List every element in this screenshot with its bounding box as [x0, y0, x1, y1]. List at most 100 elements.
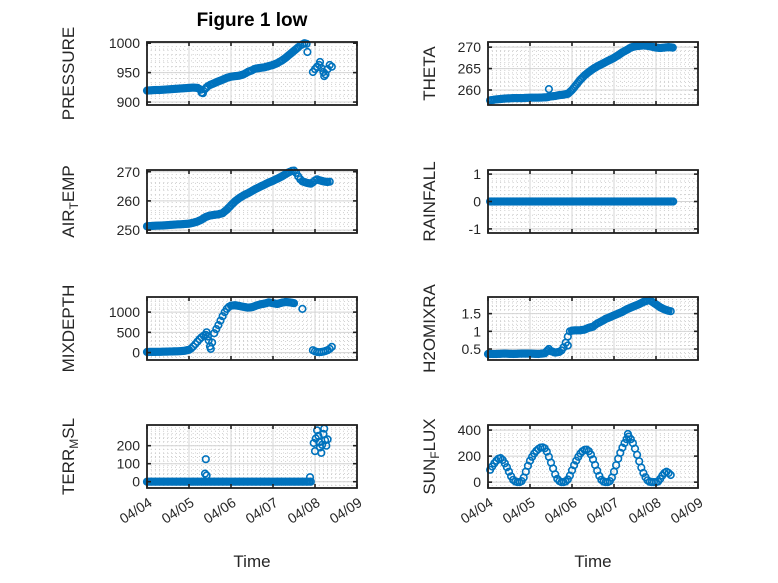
data-point-marker [212, 325, 221, 334]
subplot-rainfall: -1 0 1 RAINFALL [420, 161, 699, 242]
y-axis-label: H2OMIXRA [420, 283, 439, 372]
data-point-marker [202, 328, 211, 337]
data-point-marker [198, 89, 207, 98]
data-point-marker [289, 299, 299, 308]
y-tick-label: 1 [473, 166, 481, 182]
data-point-marker [502, 463, 512, 472]
tick-marks [146, 42, 358, 105]
data-point-marker [623, 429, 633, 439]
data-point-marker [561, 477, 570, 486]
tick-marks [146, 170, 358, 233]
subplot-air-temp: 250 260 270 AIRTEMP [59, 164, 358, 238]
y-tick-label: 0 [473, 474, 481, 490]
data-point-marker [202, 471, 211, 480]
x-tick-label: 04/08 [285, 494, 323, 527]
axes-box [487, 296, 699, 361]
y-tick-label: 200 [117, 438, 141, 454]
x-tick-label: 04/07 [243, 494, 281, 527]
data-point-marker [544, 84, 554, 94]
data-point-marker [325, 344, 334, 354]
tick-marks [487, 170, 699, 233]
subplot-pressure: 900 950 1000 PRESSURE [59, 27, 358, 121]
subplot-sun-flux: 0 200 400 04/04 04/05 04/06 04/07 04/08 04/09 SUN… [420, 418, 706, 526]
y-tick-label: 950 [117, 65, 141, 81]
y-axis-label: SUNFLUX [420, 418, 442, 494]
y-axis-label: PRESSURE [59, 27, 78, 121]
data-point-marker [323, 435, 332, 444]
data-point-marker [563, 341, 572, 350]
data-points [142, 166, 334, 231]
y-tick-label: 0 [473, 194, 481, 210]
subplot-mixdepth: 0 500 1000 MIXDEPTH [59, 285, 358, 373]
y-tick-label: 260 [117, 193, 141, 209]
data-point-marker [203, 332, 212, 341]
data-point-marker [306, 477, 315, 486]
x-tick-label: 04/09 [668, 494, 706, 527]
y-axis-label: AIRTEMP [59, 165, 81, 238]
data-point-marker [325, 177, 334, 186]
y-axis-label: MIXDEPTH [59, 285, 78, 373]
data-point-marker [320, 71, 329, 81]
subplot-theta: 260 265 270 THETA [420, 39, 699, 106]
data-point-marker [327, 62, 336, 71]
y-axis-label: TERRMSL [59, 418, 81, 495]
y-tick-label: 900 [117, 94, 141, 110]
data-point-marker [668, 43, 677, 52]
data-point-marker [313, 426, 322, 435]
data-point-marker [210, 329, 219, 338]
y-tick-label: -1 [469, 221, 482, 237]
data-points [486, 41, 677, 105]
data-point-marker [298, 304, 307, 314]
data-point-marker [309, 438, 318, 448]
data-points [142, 297, 336, 357]
x-tick-label: 04/04 [117, 494, 155, 527]
tick-marks [146, 425, 358, 488]
y-tick-label: 0 [132, 345, 140, 361]
data-point-marker [327, 342, 336, 352]
y-tick-label: 1000 [109, 304, 140, 320]
axes-box [146, 41, 358, 106]
data-point-marker [496, 454, 505, 463]
data-point-marker [303, 47, 312, 57]
data-point-marker [559, 343, 568, 352]
x-tick-label: 04/08 [626, 494, 664, 527]
y-tick-label: 270 [117, 164, 141, 180]
tick-marks [146, 297, 358, 360]
x-tick-label: 04/05 [159, 494, 197, 527]
y-tick-label: 100 [117, 456, 141, 472]
data-point-marker [569, 461, 579, 470]
data-point-marker [317, 448, 326, 458]
x-tick-label: 04/06 [201, 494, 239, 527]
data-points [142, 424, 332, 486]
y-tick-label: 250 [117, 222, 141, 238]
data-point-marker [639, 468, 648, 478]
data-point-marker [551, 470, 560, 479]
x-axis-title-right: Time [574, 552, 612, 571]
y-tick-label: 1.5 [462, 306, 482, 322]
y-tick-label: 1 [473, 323, 481, 339]
axes-box [146, 424, 358, 489]
x-tick-label: 04/07 [584, 494, 622, 527]
y-tick-label: 1000 [109, 35, 140, 51]
y-tick-label: 400 [458, 422, 482, 438]
axes-box [146, 296, 358, 361]
tick-marks [487, 297, 699, 360]
y-axis-label: RAINFALL [420, 161, 439, 241]
data-point-marker [214, 321, 223, 330]
data-point-marker [664, 468, 673, 478]
y-tick-label: 0 [132, 474, 140, 490]
data-point-marker [302, 39, 311, 48]
x-tick-label: 04/06 [542, 494, 580, 527]
y-tick-label: 500 [117, 324, 141, 340]
y-tick-label: 270 [458, 39, 482, 55]
subplot-h2omixra: 0.5 11.5 H2OMIXRA [420, 283, 699, 373]
data-point-marker [669, 197, 678, 206]
y-tick-label: 200 [458, 448, 482, 464]
data-points [486, 197, 678, 206]
data-point-marker [201, 455, 210, 464]
data-point-marker [218, 312, 227, 321]
tick-marks [487, 42, 699, 105]
axes-box [487, 41, 699, 106]
